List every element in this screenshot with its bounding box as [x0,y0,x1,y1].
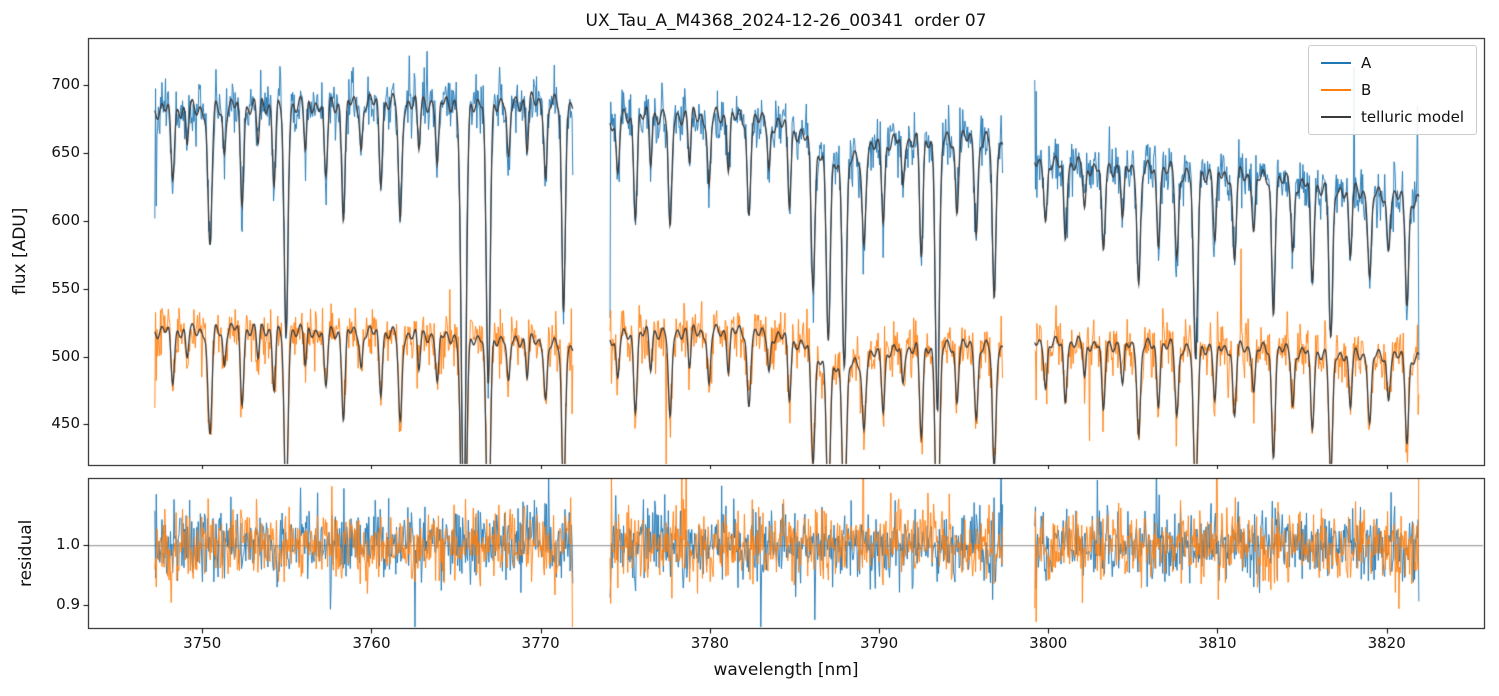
x-tick-label: 3770 [521,634,560,652]
y-axis-label-flux: flux [ADU] [10,207,30,295]
x-tick-label: 3810 [1198,634,1237,652]
legend-item: B [1320,81,1464,99]
y-tick-label-flux: 600 [51,211,80,229]
x-tick-label: 3750 [183,634,222,652]
legend-line-b-icon [1320,89,1351,91]
chart-title: UX_Tau_A_M4368_2024-12-26_00341 order 07 [585,11,987,31]
y-tick-label-flux: 500 [51,346,80,365]
y-tick-label-flux: 450 [51,414,80,433]
legend-item-label: A [1360,54,1372,72]
legend-item: telluric model [1320,108,1464,126]
x-tick-label: 3820 [1367,634,1406,652]
y-tick-label-flux: 700 [51,75,80,94]
y-tick-label-residual: 1.0 [56,535,80,554]
y-tick-label-residual: 0.9 [56,595,80,614]
x-tick-label: 3800 [1029,634,1068,652]
x-tick-label: 3760 [352,634,391,652]
x-tick-label: 3790 [859,634,899,652]
legend-item: A [1320,54,1464,72]
y-tick-label-flux: 550 [51,278,80,297]
y-tick-label-flux: 650 [51,143,80,162]
legend-item-label: B [1360,81,1372,99]
x-axis-label: wavelength [nm] [713,660,859,680]
x-tick-label: 3780 [690,634,729,652]
legend-item-label: telluric model [1360,108,1464,126]
legend: A B telluric model [1307,45,1477,135]
legend-line-a-icon [1320,62,1351,64]
legend-line-telluric-icon [1320,116,1351,118]
